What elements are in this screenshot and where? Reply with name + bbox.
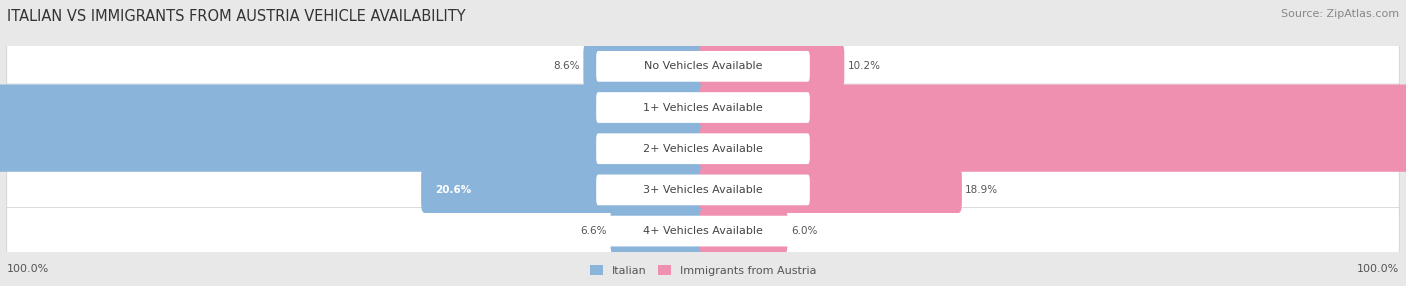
Legend: Italian, Immigrants from Austria: Italian, Immigrants from Austria	[585, 261, 821, 281]
FancyBboxPatch shape	[700, 43, 844, 90]
FancyBboxPatch shape	[0, 126, 706, 172]
FancyBboxPatch shape	[583, 43, 706, 90]
Text: No Vehicles Available: No Vehicles Available	[644, 61, 762, 71]
Text: 6.6%: 6.6%	[581, 226, 607, 236]
FancyBboxPatch shape	[7, 166, 1399, 213]
FancyBboxPatch shape	[596, 133, 810, 164]
Text: 6.0%: 6.0%	[790, 226, 817, 236]
Text: 100.0%: 100.0%	[1357, 264, 1399, 274]
FancyBboxPatch shape	[0, 84, 706, 131]
Text: 4+ Vehicles Available: 4+ Vehicles Available	[643, 226, 763, 236]
FancyBboxPatch shape	[422, 167, 706, 213]
FancyBboxPatch shape	[700, 208, 787, 254]
FancyBboxPatch shape	[7, 43, 1399, 90]
Text: 1+ Vehicles Available: 1+ Vehicles Available	[643, 103, 763, 112]
FancyBboxPatch shape	[7, 208, 1399, 255]
Text: ITALIAN VS IMMIGRANTS FROM AUSTRIA VEHICLE AVAILABILITY: ITALIAN VS IMMIGRANTS FROM AUSTRIA VEHIC…	[7, 9, 465, 23]
FancyBboxPatch shape	[7, 125, 1399, 172]
FancyBboxPatch shape	[700, 84, 1406, 131]
FancyBboxPatch shape	[596, 51, 810, 82]
Text: 3+ Vehicles Available: 3+ Vehicles Available	[643, 185, 763, 195]
FancyBboxPatch shape	[596, 216, 810, 247]
Text: Source: ZipAtlas.com: Source: ZipAtlas.com	[1281, 9, 1399, 19]
FancyBboxPatch shape	[596, 92, 810, 123]
Text: 10.2%: 10.2%	[848, 61, 880, 71]
FancyBboxPatch shape	[700, 126, 1406, 172]
FancyBboxPatch shape	[610, 208, 706, 254]
Text: 20.6%: 20.6%	[436, 185, 471, 195]
Text: 8.6%: 8.6%	[554, 61, 581, 71]
Text: 100.0%: 100.0%	[7, 264, 49, 274]
Text: 2+ Vehicles Available: 2+ Vehicles Available	[643, 144, 763, 154]
Text: 18.9%: 18.9%	[966, 185, 998, 195]
FancyBboxPatch shape	[596, 174, 810, 205]
FancyBboxPatch shape	[7, 84, 1399, 131]
FancyBboxPatch shape	[700, 167, 962, 213]
